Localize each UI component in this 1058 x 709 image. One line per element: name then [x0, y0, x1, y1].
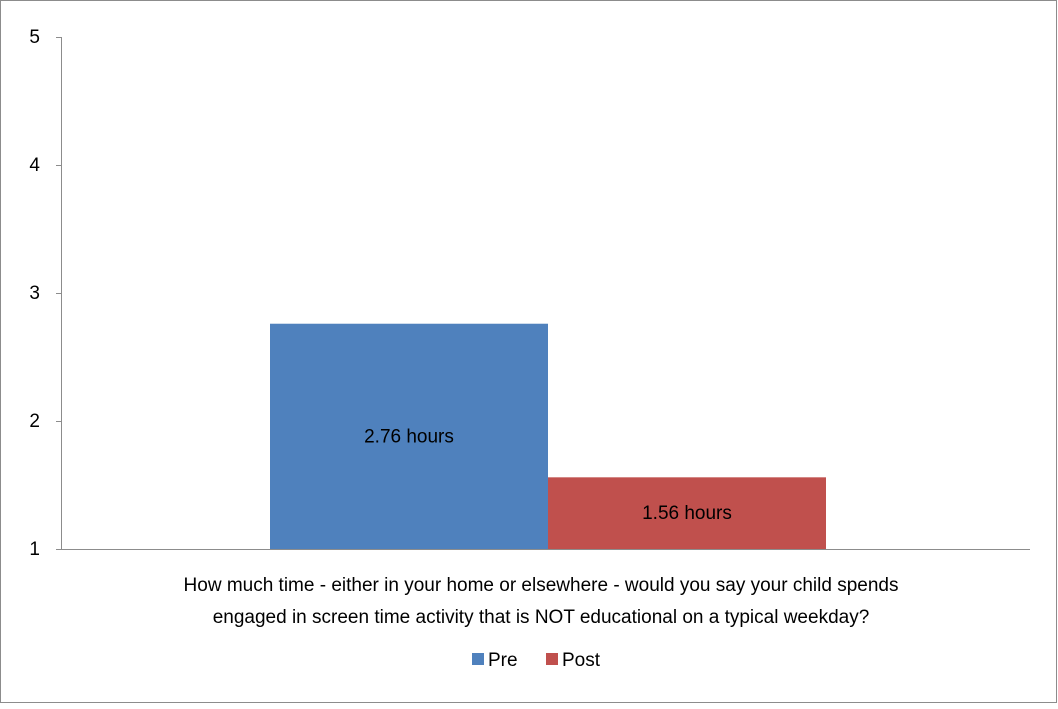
y-axis: 1 2 3 4 5 — [29, 27, 61, 560]
y-tick-label-4: 4 — [29, 155, 40, 176]
bars — [270, 323, 826, 549]
y-tick-label-2: 2 — [29, 411, 40, 432]
y-tick-label-3: 3 — [29, 283, 40, 304]
y-tick-label-5: 5 — [29, 27, 40, 48]
legend-label-post: Post — [562, 650, 601, 671]
y-tick-label-1: 1 — [29, 539, 40, 560]
legend: Pre Post — [472, 650, 601, 671]
x-axis-title-line-1: How much time - either in your home or e… — [184, 575, 899, 596]
bar-pre — [270, 323, 548, 549]
bar-data-labels: 2.76 hours 1.56 hours — [364, 426, 732, 524]
x-axis-title-line-2: engaged in screen time activity that is … — [213, 607, 870, 628]
legend-label-pre: Pre — [488, 650, 518, 671]
legend-swatch-post — [546, 653, 558, 665]
bar-post — [548, 477, 826, 549]
bar-label-post: 1.56 hours — [642, 503, 732, 524]
legend-swatch-pre — [472, 653, 484, 665]
bar-label-pre: 2.76 hours — [364, 426, 454, 447]
